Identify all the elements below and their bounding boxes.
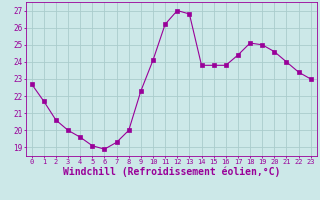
X-axis label: Windchill (Refroidissement éolien,°C): Windchill (Refroidissement éolien,°C) — [62, 166, 280, 177]
